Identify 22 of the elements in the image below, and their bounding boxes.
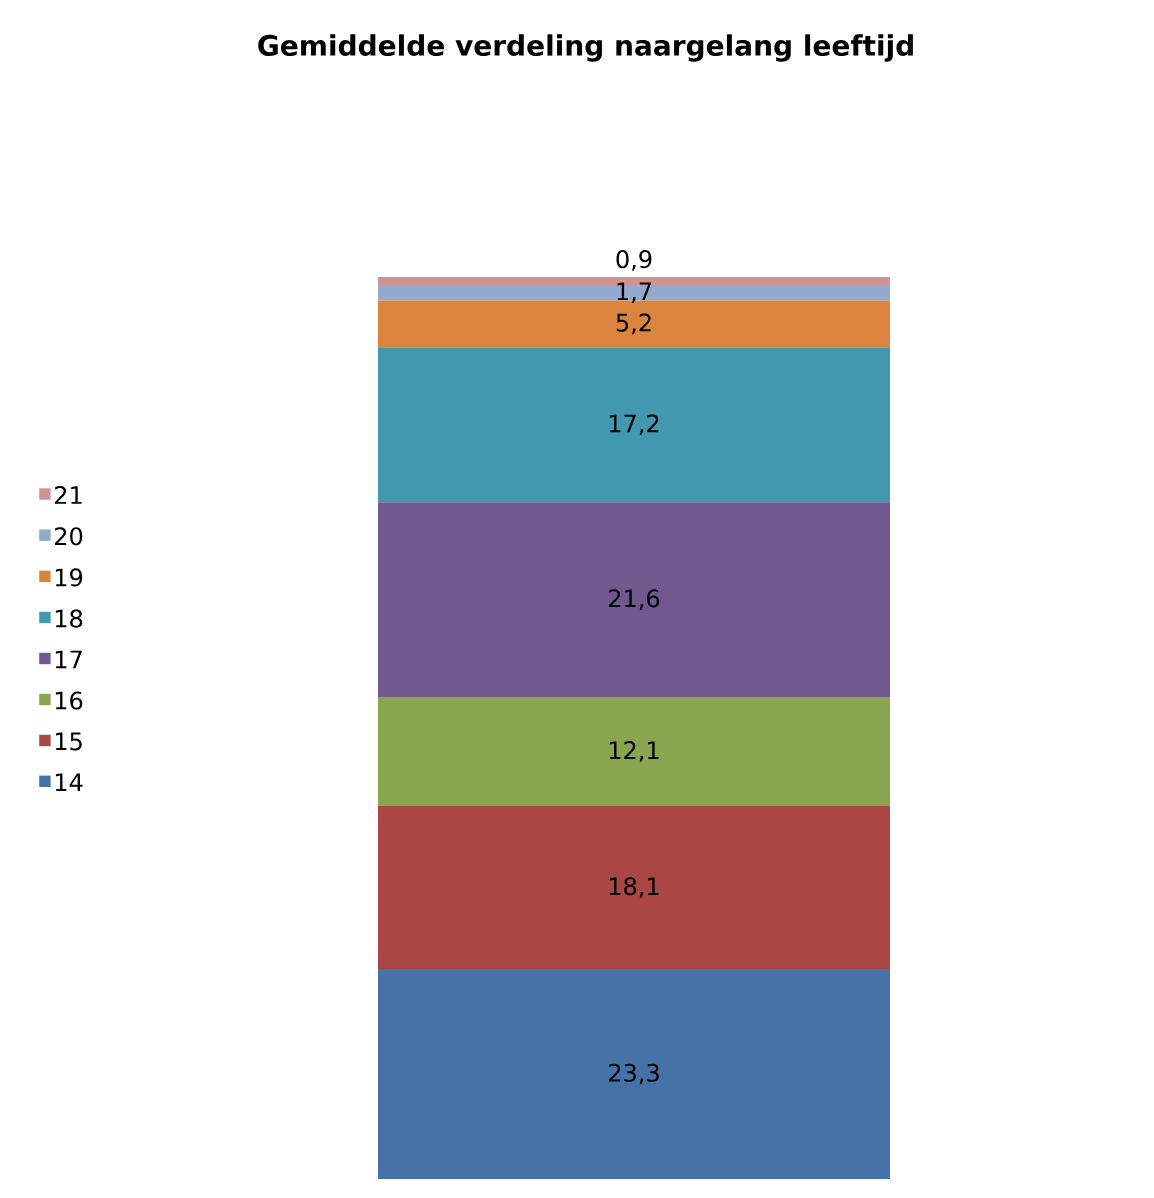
bar <box>378 805 890 970</box>
bar <box>378 969 890 1179</box>
data-label: 0,9 <box>616 250 652 271</box>
legend-label: 17 <box>55 650 82 669</box>
legend-label: 16 <box>55 691 83 710</box>
legend-label: 19 <box>55 568 83 587</box>
data-label: 21,6 <box>609 589 660 610</box>
chart-title: Gemiddelde verdeling naargelang leeftijd <box>258 34 913 62</box>
data-label: 5,2 <box>616 313 651 335</box>
data-label: 23,3 <box>609 1063 659 1085</box>
legend-label: 18 <box>55 609 83 628</box>
data-label: 1,7 <box>617 282 652 303</box>
legend-label: 14 <box>55 773 83 791</box>
data-label: 17,2 <box>609 414 659 436</box>
legend-label: 20 <box>55 527 83 546</box>
data-label: 18,1 <box>609 877 659 898</box>
data-label: 12,1 <box>609 741 659 762</box>
legend-label: 15 <box>55 732 82 751</box>
bar <box>378 696 890 806</box>
legend-label: 21 <box>55 486 82 504</box>
bar <box>378 502 890 697</box>
bar <box>378 347 890 503</box>
